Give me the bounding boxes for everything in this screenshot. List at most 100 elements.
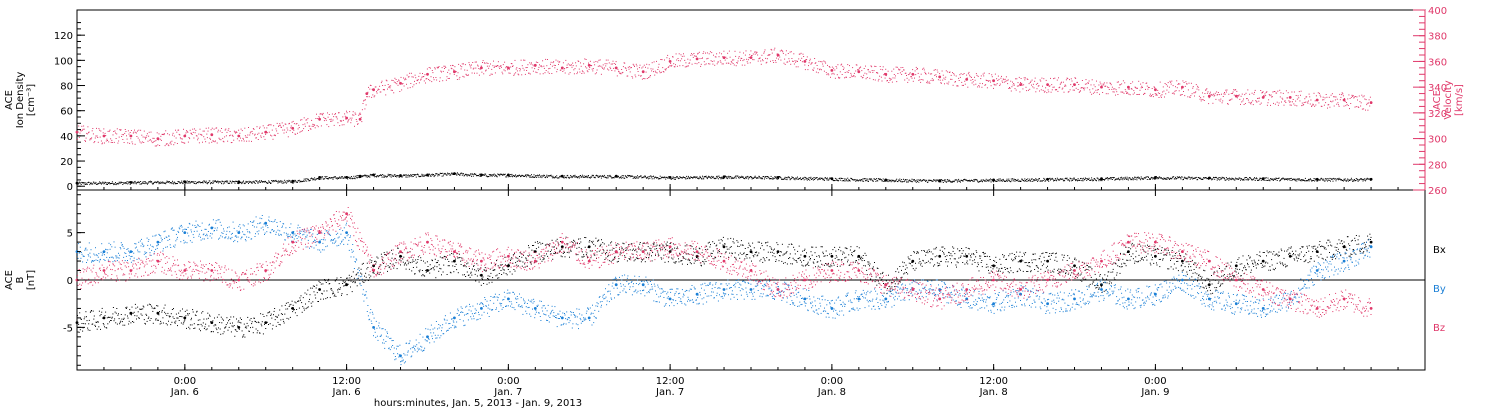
data-dot [1098, 84, 1100, 86]
data-dot [114, 130, 116, 132]
data-dot [1006, 80, 1008, 82]
data-dot [1054, 77, 1056, 79]
data-dot [297, 132, 298, 134]
data-dot [1265, 177, 1267, 179]
data-dot [289, 130, 291, 132]
data-dot [626, 75, 628, 77]
data-dot [1275, 92, 1277, 94]
data-dot [168, 181, 170, 183]
data-dot [1315, 104, 1317, 106]
data-dot [1138, 93, 1140, 95]
data-dot [276, 180, 278, 182]
data-dot [848, 179, 850, 181]
data-dot [534, 176, 536, 178]
data-dot [248, 140, 250, 142]
data-dot [929, 179, 931, 181]
data-dot [1081, 178, 1083, 180]
data-dot [291, 300, 293, 302]
data-dot [1306, 101, 1308, 103]
data-dot [454, 66, 456, 68]
data-dot [187, 314, 189, 316]
data-dot [844, 178, 846, 180]
data-dot [807, 178, 809, 180]
data-dot [172, 132, 174, 134]
data-dot [318, 280, 320, 282]
data-dot [840, 177, 842, 179]
data-dot [570, 176, 572, 178]
data-dot [1195, 91, 1197, 93]
data-dot [1304, 98, 1306, 100]
data-dot [78, 331, 80, 333]
data-dot [1072, 180, 1074, 181]
data-dot [382, 176, 384, 178]
data-dot [109, 321, 110, 323]
data-dot [1099, 178, 1100, 180]
data-dot [1000, 180, 1002, 182]
data-dot [1052, 178, 1054, 180]
data-dot [124, 324, 126, 326]
data-dot [416, 266, 418, 268]
data-dot [588, 68, 590, 70]
data-dot [1308, 93, 1310, 95]
data-dot [884, 73, 885, 75]
data-dot [933, 79, 934, 81]
data-dot [638, 74, 640, 76]
data-dot [120, 181, 122, 183]
data-dot [110, 320, 112, 321]
data-dot [1179, 176, 1181, 178]
data-dot [116, 308, 118, 309]
data-dot [205, 329, 207, 331]
data-dot [160, 182, 162, 184]
data-point [587, 63, 591, 67]
data-dot [555, 176, 557, 178]
data-dot [1001, 80, 1003, 82]
data-dot [376, 175, 378, 177]
data-dot [490, 73, 492, 75]
data-dot [624, 62, 626, 64]
data-dot [279, 123, 281, 125]
data-dot [1108, 87, 1110, 89]
data-dot [1216, 91, 1218, 93]
data-dot [537, 69, 539, 71]
data-dot [130, 182, 132, 183]
data-dot [192, 131, 194, 133]
data-dot [898, 69, 900, 71]
data-dot [353, 175, 355, 177]
data-dot [1216, 179, 1218, 181]
data-dot [875, 66, 877, 67]
data-dot [795, 177, 797, 179]
data-dot [1312, 180, 1314, 181]
data-dot [610, 63, 612, 65]
data-dot [235, 132, 237, 134]
data-dot [932, 80, 934, 82]
data-dot [245, 136, 247, 138]
data-dot [896, 81, 898, 83]
data-dot [838, 76, 839, 78]
data-dot [336, 177, 338, 179]
data-dot [997, 80, 999, 81]
data-dot [1317, 180, 1319, 182]
data-dot [1148, 87, 1150, 88]
data-dot [831, 73, 833, 75]
data-dot [1153, 86, 1155, 88]
data-dot [103, 183, 105, 185]
data-dot [365, 104, 367, 106]
data-dot [722, 63, 724, 65]
data-dot [553, 177, 555, 179]
data-dot [1059, 83, 1061, 85]
data-dot [274, 180, 276, 182]
data-dot [1206, 92, 1208, 94]
data-dot [79, 182, 81, 184]
data-dot [986, 80, 988, 81]
data-dot [347, 121, 349, 123]
data-dot [513, 176, 515, 177]
data-dot [1077, 180, 1078, 182]
data-dot [1148, 179, 1150, 180]
data-dot [635, 176, 637, 178]
data-dot [266, 182, 268, 184]
data-dot [179, 182, 181, 184]
data-dot [1225, 179, 1227, 181]
data-dot [1284, 100, 1286, 102]
data-dot [870, 65, 872, 67]
data-dot [1035, 178, 1037, 180]
